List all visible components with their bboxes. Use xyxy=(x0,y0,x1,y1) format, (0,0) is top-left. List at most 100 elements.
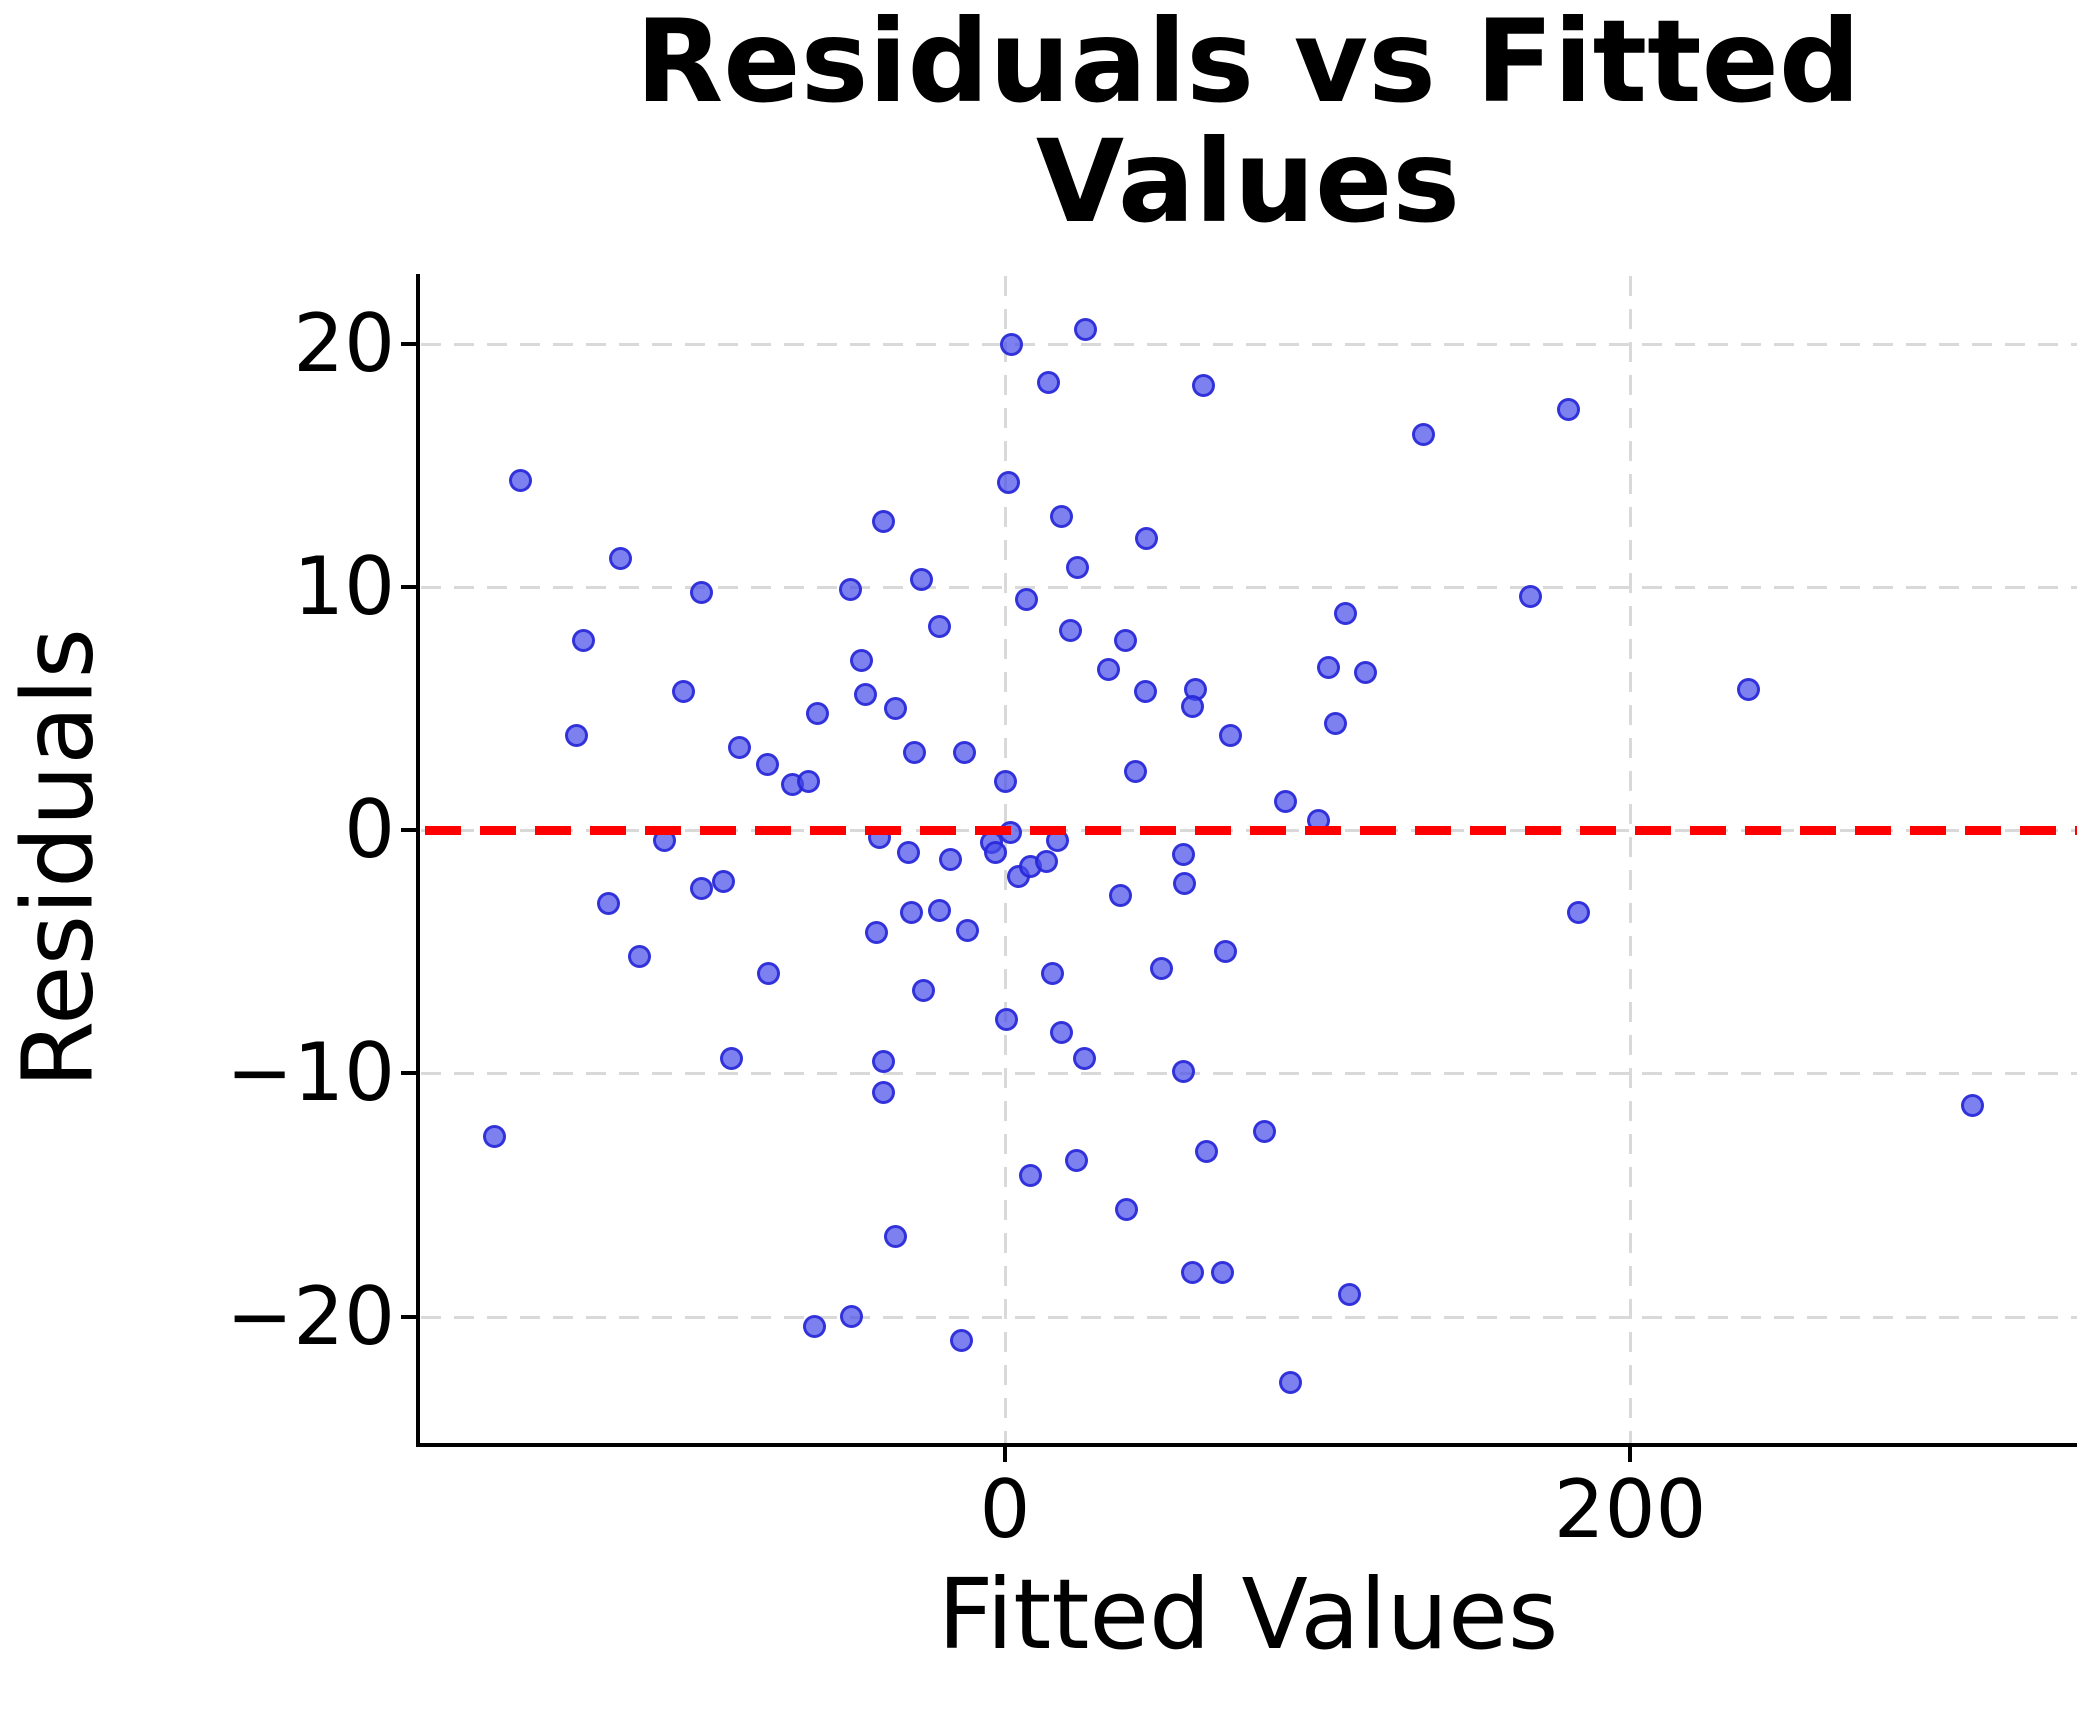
data-point xyxy=(1567,901,1590,925)
data-point xyxy=(609,546,633,570)
y-tick-mark xyxy=(401,828,416,833)
data-point xyxy=(1324,711,1348,735)
data-point xyxy=(1195,1139,1219,1163)
data-point xyxy=(999,332,1023,356)
data-point xyxy=(1171,843,1195,867)
data-point xyxy=(1050,505,1074,529)
data-point xyxy=(1171,1059,1195,1083)
data-point xyxy=(1015,587,1039,611)
data-point xyxy=(984,840,1008,864)
data-point xyxy=(995,1008,1019,1032)
data-point xyxy=(1191,373,1215,397)
data-point xyxy=(1252,1120,1276,1144)
y-tick-label: −10 xyxy=(226,1026,395,1120)
data-point xyxy=(1040,962,1064,986)
data-point xyxy=(1065,1149,1089,1173)
data-point xyxy=(1737,677,1761,701)
data-point xyxy=(712,869,736,893)
gridline-horizontal xyxy=(421,343,2077,347)
data-point xyxy=(1181,694,1205,718)
data-point xyxy=(1096,658,1120,682)
gridline-vertical xyxy=(1629,276,1633,1443)
data-point xyxy=(802,1314,826,1338)
gridline-horizontal xyxy=(421,1315,2077,1319)
x-tick-label: 0 xyxy=(979,1463,1031,1556)
data-point xyxy=(1214,940,1238,964)
data-point xyxy=(571,629,595,653)
y-tick-label: 10 xyxy=(293,540,395,634)
data-point xyxy=(910,568,934,592)
data-point xyxy=(839,578,863,602)
data-point xyxy=(1961,1093,1985,1117)
data-point xyxy=(927,899,951,923)
y-tick-label: 0 xyxy=(344,783,395,877)
gridline-horizontal xyxy=(421,1072,2077,1076)
data-point xyxy=(1035,850,1059,874)
data-point xyxy=(1337,1283,1361,1307)
data-point xyxy=(1059,619,1083,643)
y-tick-mark xyxy=(401,1071,416,1076)
x-axis-spine xyxy=(416,1443,2077,1447)
data-point xyxy=(912,979,936,1003)
data-point xyxy=(628,945,652,969)
data-point xyxy=(896,840,920,864)
data-point xyxy=(1134,680,1158,704)
x-axis-label: Fitted Values xyxy=(937,1558,1559,1671)
data-point xyxy=(900,901,924,925)
data-point xyxy=(671,680,695,704)
data-point xyxy=(1518,585,1542,609)
data-point xyxy=(1274,789,1298,813)
data-point xyxy=(565,724,589,747)
data-point xyxy=(849,648,873,672)
data-point xyxy=(509,468,533,492)
data-point xyxy=(1211,1261,1235,1285)
data-point xyxy=(1135,527,1159,551)
data-point xyxy=(1115,1198,1139,1222)
data-point xyxy=(720,1047,744,1071)
data-point xyxy=(871,1081,895,1105)
data-point xyxy=(796,770,820,794)
data-point xyxy=(903,741,927,765)
data-point xyxy=(1412,422,1436,446)
y-tick-label: 20 xyxy=(293,297,395,391)
data-point xyxy=(1172,872,1196,896)
data-point xyxy=(755,753,779,777)
data-point xyxy=(884,697,908,721)
data-point xyxy=(1036,371,1060,395)
gridline-horizontal xyxy=(421,586,2077,590)
data-point xyxy=(927,614,951,638)
data-point xyxy=(1557,398,1581,422)
data-point xyxy=(1150,957,1174,981)
x-tick-mark xyxy=(1628,1447,1633,1462)
data-point xyxy=(1113,629,1137,653)
data-point xyxy=(805,702,829,726)
data-point xyxy=(949,1329,973,1353)
data-point xyxy=(1353,660,1377,684)
y-tick-mark xyxy=(401,342,416,347)
x-tick-label: 200 xyxy=(1553,1463,1707,1556)
data-point xyxy=(1072,1047,1096,1071)
data-point xyxy=(1334,602,1358,626)
y-tick-label: −20 xyxy=(226,1269,395,1363)
x-tick-mark xyxy=(1003,1447,1007,1462)
data-point xyxy=(955,918,979,942)
data-point xyxy=(1019,1164,1043,1188)
zero-reference-line xyxy=(425,825,2077,835)
data-point xyxy=(1316,655,1340,679)
data-point xyxy=(1109,884,1133,908)
data-point xyxy=(871,510,895,534)
chart-title: Residuals vs Fitted Values xyxy=(419,2,2077,241)
data-point xyxy=(854,682,878,706)
data-point xyxy=(756,962,780,986)
data-point xyxy=(939,848,963,871)
data-point xyxy=(994,770,1018,794)
data-point xyxy=(596,891,620,915)
y-axis-spine xyxy=(416,274,420,1446)
gridline-vertical xyxy=(1004,276,1007,1443)
data-point xyxy=(482,1125,506,1149)
data-point xyxy=(1218,724,1242,747)
data-point xyxy=(1065,556,1089,580)
chart-title-line2: Values xyxy=(1035,114,1461,248)
data-point xyxy=(1123,760,1147,784)
